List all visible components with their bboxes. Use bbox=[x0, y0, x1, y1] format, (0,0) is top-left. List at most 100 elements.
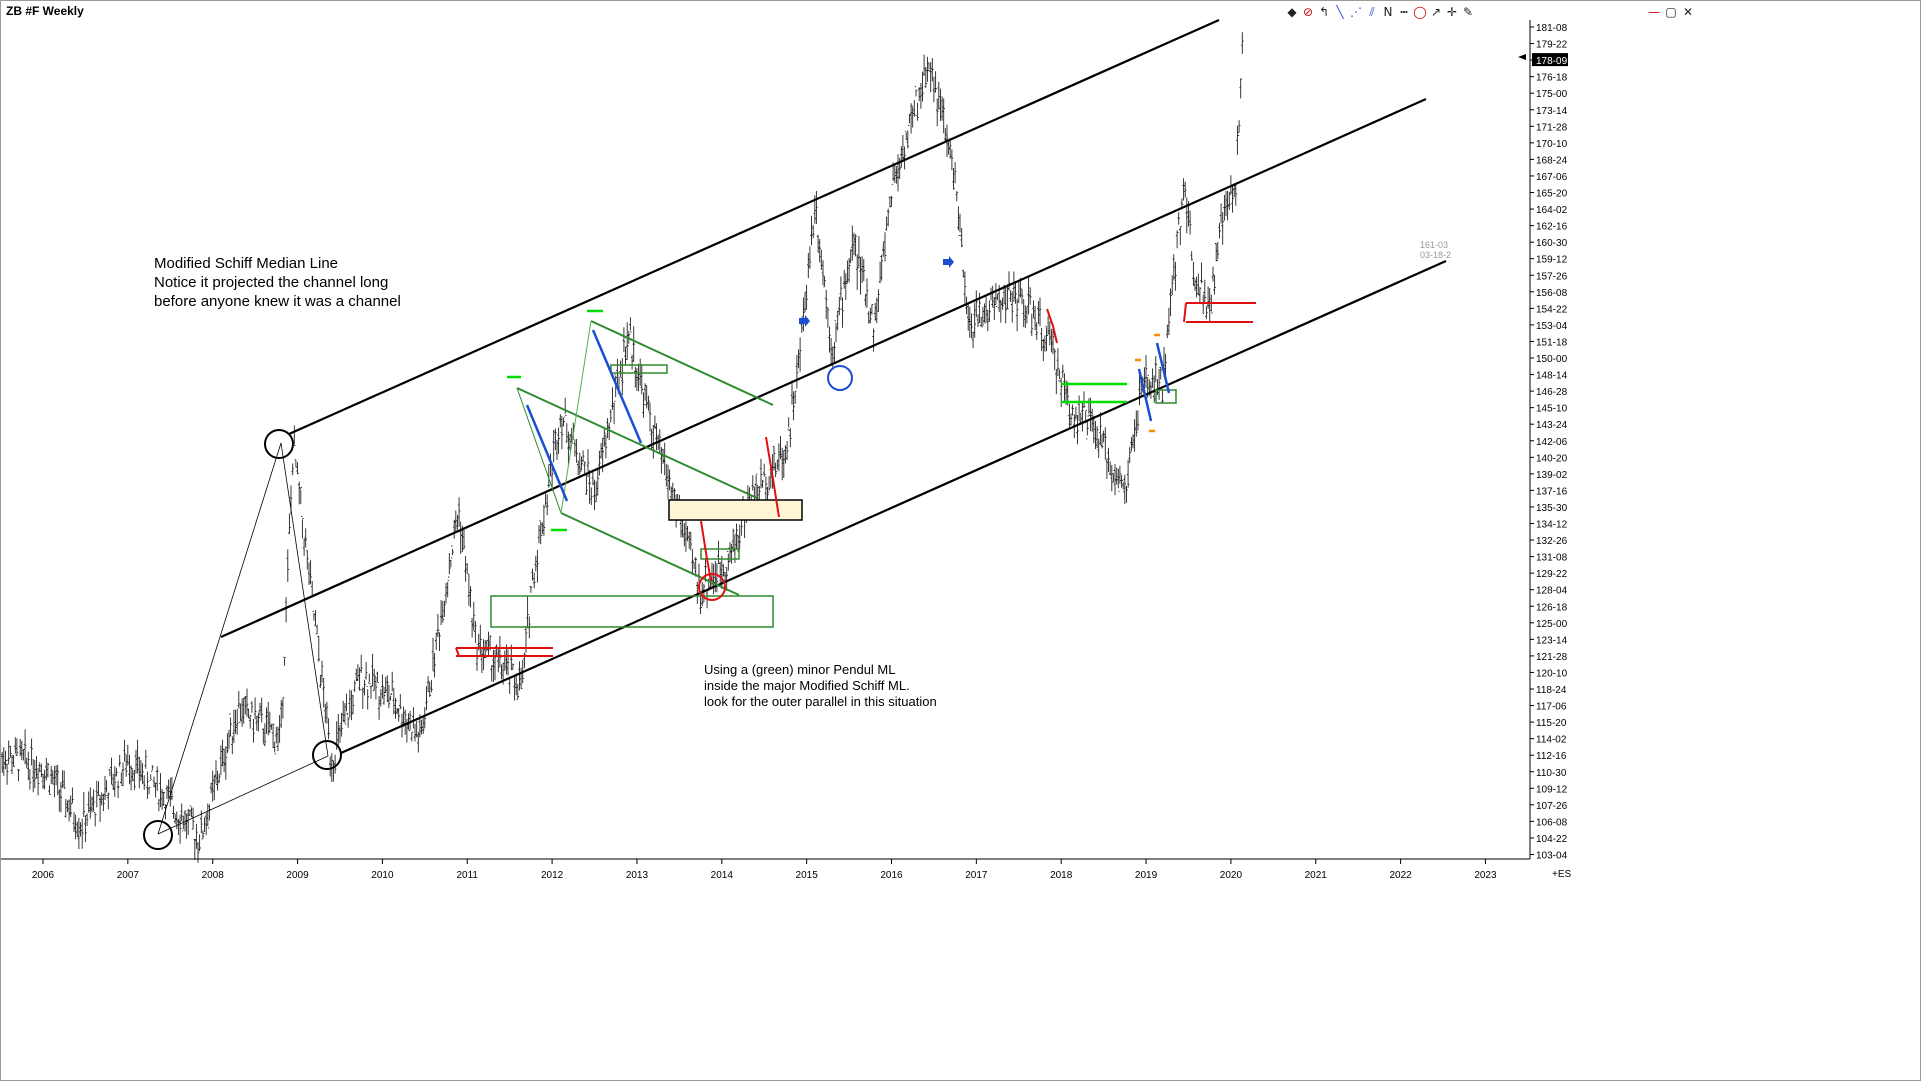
time-tick-label: 2012 bbox=[541, 870, 564, 881]
corner-label: +ES bbox=[1552, 869, 1572, 880]
time-tick-label: 2009 bbox=[286, 870, 309, 881]
fork-handle-a bbox=[516, 387, 562, 514]
chart-title: ZB #F Weekly bbox=[6, 4, 84, 18]
time-tick-label: 2023 bbox=[1474, 870, 1497, 881]
n-pattern-icon-bg bbox=[1381, 4, 1395, 18]
dotted-line-icon[interactable]: ┅ bbox=[1397, 4, 1411, 19]
layers-icon[interactable]: ◆ bbox=[1285, 4, 1299, 19]
price-tick-label: 145-10 bbox=[1536, 404, 1568, 415]
time-tick-label: 2018 bbox=[1050, 870, 1073, 881]
fork-median bbox=[516, 387, 758, 499]
price-tick-label: 107-26 bbox=[1536, 801, 1568, 812]
arrow-icon[interactable]: ↗ bbox=[1429, 4, 1443, 19]
andrews-fork-icon[interactable]: ⋰ bbox=[1349, 4, 1363, 19]
n-pattern-icon[interactable]: N bbox=[1381, 4, 1395, 19]
parallel-lines-icon[interactable]: ⫽ bbox=[1365, 4, 1379, 19]
note1-line: Modified Schiff Median Line bbox=[154, 255, 338, 272]
price-tick-label: 121-28 bbox=[1536, 652, 1568, 663]
price-tick-label: 165-20 bbox=[1536, 189, 1568, 200]
window-close-icon-bg bbox=[1681, 4, 1695, 18]
no-symbol-icon[interactable]: ⊘ bbox=[1301, 4, 1315, 19]
ruler-icon-bg bbox=[1317, 4, 1331, 18]
time-tick-label: 2011 bbox=[456, 870, 478, 881]
crosshair-icon-bg bbox=[1445, 4, 1459, 18]
note1-line: Notice it projected the channel long bbox=[154, 274, 388, 291]
trend-line-icon-bg bbox=[1333, 4, 1347, 18]
red-circle-marker bbox=[698, 573, 726, 601]
note2-line: Using a (green) minor Pendul ML bbox=[704, 662, 895, 677]
dotted-line-icon-bg bbox=[1397, 4, 1411, 18]
time-tick-label: 2020 bbox=[1220, 870, 1243, 881]
time-tick-label: 2019 bbox=[1135, 870, 1158, 881]
median-line bbox=[220, 97, 1427, 639]
zone-box-mini bbox=[700, 548, 740, 560]
price-tick-label: 125-00 bbox=[1536, 619, 1568, 630]
price-tick-label: 170-10 bbox=[1536, 139, 1568, 150]
price-axis: 181-08 179-22 178-09 176-18 175-00 173-14 171-… bbox=[1518, 23, 1568, 862]
price-tick-label: 157-26 bbox=[1536, 271, 1568, 282]
ruler-icon[interactable]: ↰ bbox=[1317, 4, 1331, 19]
last-price-box bbox=[1532, 53, 1568, 67]
no-symbol-icon-bg bbox=[1301, 4, 1315, 18]
price-tick-label: 118-24 bbox=[1536, 685, 1567, 696]
price-tick-label: 142-06 bbox=[1536, 437, 1568, 448]
blue-arrow bbox=[943, 256, 954, 268]
time-tick-label: 2017 bbox=[965, 870, 988, 881]
time-tick-label: 2007 bbox=[117, 870, 140, 881]
plot-area bbox=[1, 18, 1447, 863]
price-tick-label: 159-12 bbox=[1536, 255, 1568, 266]
blue-swing-b bbox=[591, 329, 643, 444]
trend-line-icon[interactable]: ╲ bbox=[1333, 4, 1347, 19]
circle-icon[interactable]: ◯ bbox=[1413, 4, 1427, 19]
price-tick-label: 140-20 bbox=[1536, 453, 1568, 464]
fork-handle-b bbox=[560, 320, 592, 514]
price-tick-label: 110-30 bbox=[1536, 768, 1567, 779]
price-tick-label: 178-09 bbox=[1536, 56, 1568, 67]
close-icon-bg bbox=[1647, 4, 1661, 18]
price-tick-label: 103-04 bbox=[1536, 851, 1568, 862]
price-tick-label: 160-30 bbox=[1536, 238, 1568, 249]
restore-icon[interactable]: ▢ bbox=[1664, 4, 1678, 19]
no-symbol-icon-glyph: ⊘ bbox=[1303, 5, 1313, 19]
pencil-icon[interactable]: ✎ bbox=[1461, 4, 1475, 19]
price-tick-label: 109-12 bbox=[1536, 784, 1568, 795]
parallel-lines-icon-bg bbox=[1365, 4, 1379, 18]
price-tick-label: 154-22 bbox=[1536, 304, 1568, 315]
price-tick-label: 171-28 bbox=[1536, 122, 1568, 133]
circle-icon-bg bbox=[1413, 4, 1427, 18]
restore-icon-glyph: ▢ bbox=[1665, 5, 1676, 19]
price-tick-label: 135-30 bbox=[1536, 503, 1568, 514]
price-tick-label: 117-06 bbox=[1536, 702, 1567, 713]
window-close-icon[interactable]: ✕ bbox=[1681, 4, 1695, 19]
annotation-schiff-note: Modified Schiff Median Line Notice it pro… bbox=[154, 255, 401, 310]
time-tick-label: 2021 bbox=[1305, 870, 1328, 881]
price-tick-label: 104-22 bbox=[1536, 834, 1568, 845]
note3-line: 03-18-2 bbox=[1420, 250, 1451, 260]
price-series bbox=[1, 32, 1244, 863]
upper-parallel bbox=[288, 18, 1220, 436]
pencil-icon-glyph: ✎ bbox=[1463, 5, 1473, 19]
crosshair-icon[interactable]: ✛ bbox=[1445, 4, 1459, 19]
arrow-icon-bg bbox=[1429, 4, 1443, 18]
price-tick-label: 181-08 bbox=[1536, 23, 1568, 34]
red-swing-2013 bbox=[700, 520, 712, 582]
time-tick-label: 2022 bbox=[1389, 870, 1412, 881]
price-tick-label: 167-06 bbox=[1536, 172, 1568, 183]
time-tick-label: 2016 bbox=[880, 870, 903, 881]
red-bracket-2019 bbox=[1183, 302, 1256, 323]
price-tick-label: 162-16 bbox=[1536, 222, 1568, 233]
pivot-circle-bottom bbox=[312, 740, 342, 770]
restore-icon-bg bbox=[1664, 4, 1678, 18]
price-tick-label: 156-08 bbox=[1536, 288, 1568, 299]
close-icon[interactable]: — bbox=[1647, 4, 1661, 19]
red-swing-2014 bbox=[765, 436, 780, 518]
layers-icon-glyph: ◆ bbox=[1287, 5, 1297, 19]
red-swing-2017 bbox=[1046, 308, 1058, 344]
andrews-fork-icon-glyph: ⋰ bbox=[1350, 5, 1362, 19]
zone-box-small bbox=[610, 364, 668, 374]
price-tick-label: 176-18 bbox=[1536, 73, 1568, 84]
price-tick-label: 134-12 bbox=[1536, 520, 1568, 531]
lower-parallel bbox=[340, 259, 1447, 755]
